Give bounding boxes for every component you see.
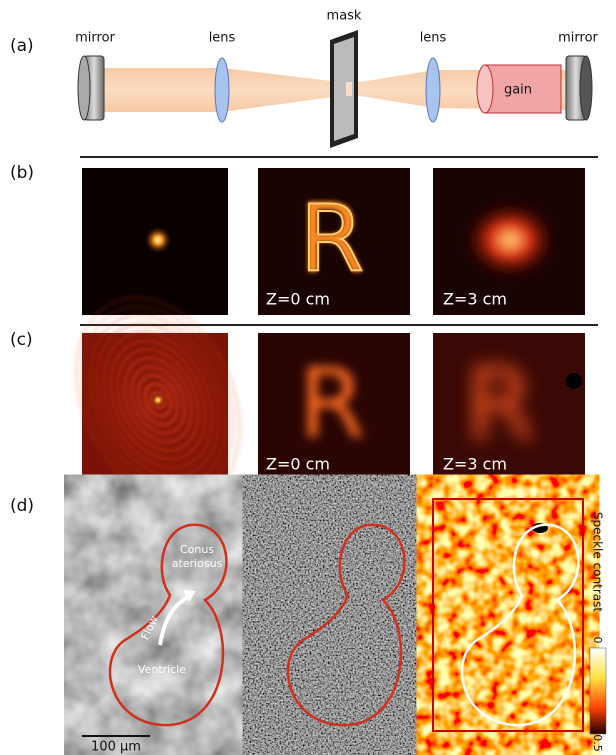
setup-label: lens: [420, 31, 447, 46]
colorbar-title: Speckle contrast: [591, 512, 605, 612]
caption: Z=0 cm: [266, 455, 330, 474]
glyph: R: [299, 347, 366, 459]
caption: Z=3 cm: [443, 290, 507, 309]
colorbar: [590, 648, 606, 734]
caption: Z=3 cm: [443, 455, 507, 474]
colorbar-max: 0.5: [591, 734, 604, 752]
colorbar-min: 0: [591, 637, 604, 644]
region-label: Conus: [180, 543, 214, 556]
lens: [426, 58, 440, 122]
setup-label: gain: [504, 83, 532, 98]
panel-label: (b): [10, 163, 34, 183]
spot: [144, 226, 172, 254]
spot: [151, 393, 165, 407]
region-label: ateriosus: [172, 557, 223, 570]
blob: [462, 200, 558, 280]
figure: (a) (b) (c) (d) mirror lens mask lens mi…: [0, 0, 616, 755]
glyph-core: R: [300, 185, 364, 292]
scale-label: 100 μm: [91, 740, 141, 755]
setup-label: mirror: [75, 31, 115, 46]
glyph: R: [465, 346, 534, 463]
setup-label: lens: [209, 31, 236, 46]
gain-end: [477, 65, 493, 113]
mirror-face: [78, 56, 90, 120]
mirror-face: [580, 56, 592, 120]
defect: [566, 373, 582, 389]
region-label: Ventricle: [138, 663, 186, 676]
panel-label: (c): [10, 330, 33, 350]
aperture: [346, 82, 352, 96]
setup-label: mirror: [558, 31, 598, 46]
panel-label: (d): [10, 496, 34, 516]
caption: Z=0 cm: [266, 290, 330, 309]
setup-label: mask: [327, 9, 362, 24]
panel-label: (a): [10, 36, 34, 56]
lens: [215, 58, 229, 122]
